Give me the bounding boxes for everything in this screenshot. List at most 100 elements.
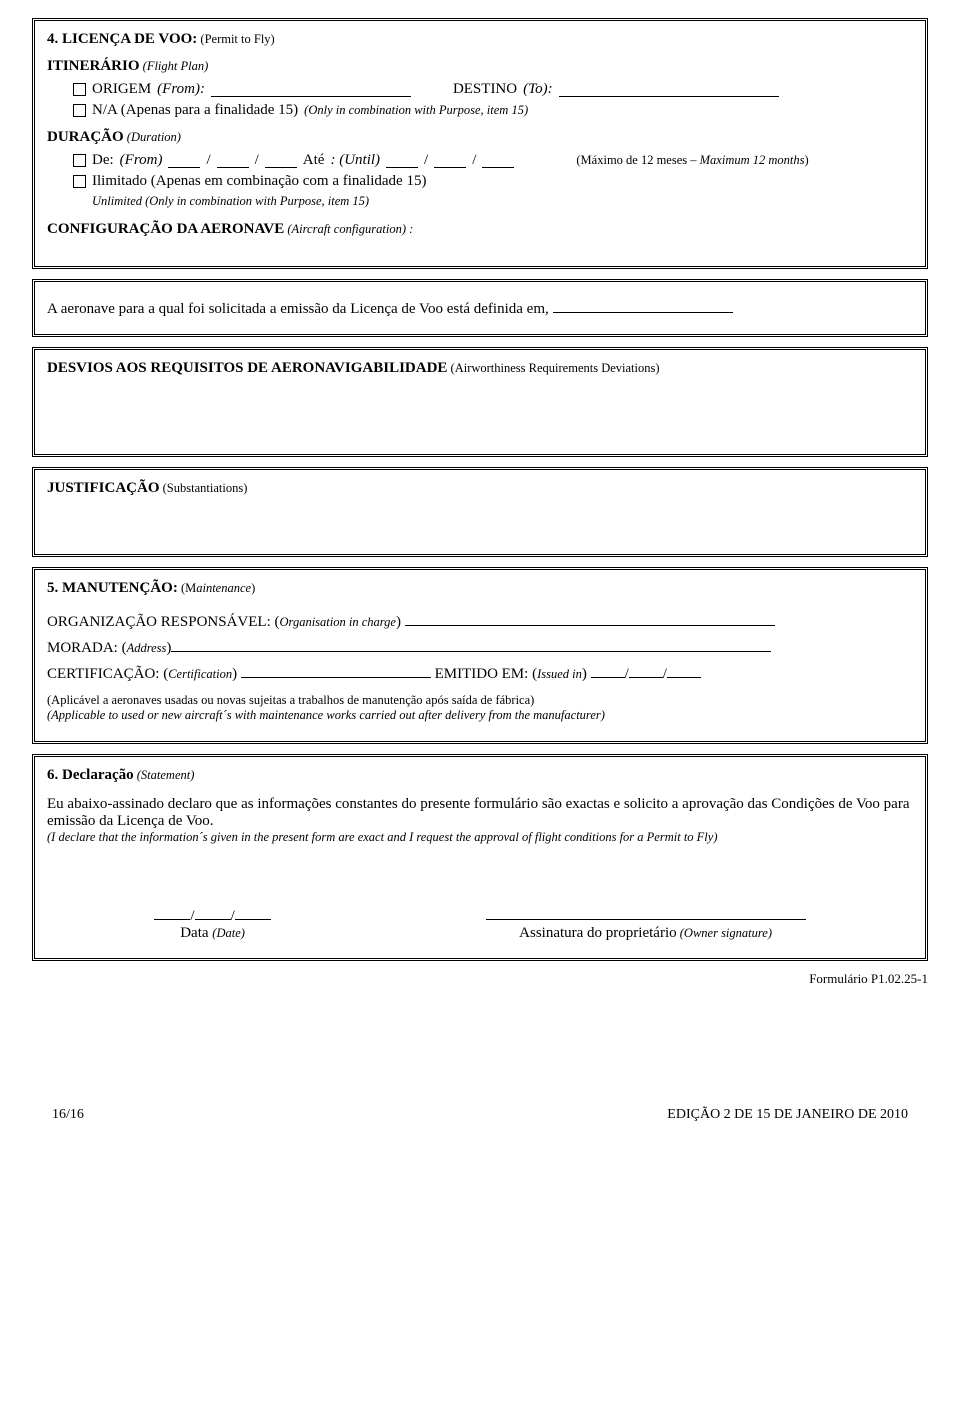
form-id: Formulário P1.02.25-1 <box>32 971 928 987</box>
just-bold: JUSTIFICAÇÃO <box>47 480 160 496</box>
aeronave-input[interactable] <box>553 298 733 313</box>
emitido-m-input[interactable] <box>629 663 663 678</box>
emitido-d-input[interactable] <box>591 663 625 678</box>
cert-close: ) <box>232 666 241 682</box>
de-it: (From) <box>120 152 163 169</box>
date-d-input[interactable] <box>154 905 190 920</box>
signature-input[interactable] <box>486 905 806 920</box>
origem-destino-row: ORIGEM (From): DESTINO (To): <box>73 81 913 98</box>
ate-it: : (Until) <box>330 152 380 169</box>
ilimitado-label: Ilimitado (Apenas em combinação com a fi… <box>92 173 426 190</box>
s6-title-bold: 6. Declaração <box>47 767 134 783</box>
assinatura-it: (Owner signature) <box>677 926 772 940</box>
assinatura-label: Assinatura do proprietário <box>519 925 676 941</box>
destino-it: (To): <box>523 81 552 98</box>
signature-col: Assinatura do proprietário (Owner signat… <box>486 905 806 942</box>
aeronave-line: A aeronave para a qual foi solicitada a … <box>47 298 913 318</box>
destino-input[interactable] <box>559 82 779 97</box>
date-m-input[interactable] <box>195 905 231 920</box>
desvios-box: DESVIOS AOS REQUISITOS DE AERONAVIGABILI… <box>32 347 928 457</box>
data-label: Data <box>180 925 212 941</box>
na-checkbox[interactable] <box>73 104 86 117</box>
morada-line: MORADA: (Address) <box>47 637 913 657</box>
spacer <box>47 238 913 256</box>
ate-y-input[interactable] <box>482 153 514 168</box>
s5-title-note: (Maintenance) <box>178 581 255 595</box>
config-bold: CONFIGURAÇÃO DA AERONAVE <box>47 221 284 237</box>
max-label: (Máximo de 12 meses – Maximum 12 months) <box>576 153 808 168</box>
s4-title-note: (Permit to Fly) <box>197 32 274 46</box>
config-heading: CONFIGURAÇÃO DA AERONAVE (Aircraft confi… <box>47 221 913 238</box>
section-4-title: 4. LICENÇA DE VOO: (Permit to Fly) <box>47 31 913 48</box>
ilimitado-row: Ilimitado (Apenas em combinação com a fi… <box>73 173 913 190</box>
s5-title: 5. MANUTENÇÃO: (Maintenance) <box>47 580 913 597</box>
morada-it: Address <box>127 641 167 655</box>
cert-line: CERTIFICAÇÃO: (Certification) EMITIDO EM… <box>47 663 913 683</box>
spacer <box>47 723 913 731</box>
config-note: (Aircraft configuration) : <box>284 222 413 236</box>
justificacao-box: JUSTIFICAÇÃO (Substantiations) <box>32 467 928 557</box>
org-input[interactable] <box>405 611 775 626</box>
emitido-close: ) <box>582 666 591 682</box>
origem-it: (From): <box>157 81 205 98</box>
s4-title-bold: 4. LICENÇA DE VOO: <box>47 31 197 47</box>
signature-row: // Data (Date) Assinatura do proprietári… <box>47 905 913 942</box>
origem-input[interactable] <box>211 82 411 97</box>
s6-title: 6. Declaração (Statement) <box>47 767 913 784</box>
de-checkbox[interactable] <box>73 154 86 167</box>
emitido-label: EMITIDO EM: ( <box>435 666 537 682</box>
s6-para-text: Eu abaixo-assinado declaro que as inform… <box>47 796 909 829</box>
na-it: (Only in combination with Purpose, item … <box>304 103 528 118</box>
de-d-input[interactable] <box>168 153 200 168</box>
cert-label: CERTIFICAÇÃO: ( <box>47 666 168 682</box>
s6-para-it: (I declare that the information´s given … <box>47 830 913 845</box>
org-it: Organisation in charge <box>280 615 396 629</box>
itinerary-note: (Flight Plan) <box>140 59 209 73</box>
morada-input[interactable] <box>171 637 771 652</box>
ate-m-input[interactable] <box>434 153 466 168</box>
cert-input[interactable] <box>241 663 431 678</box>
itinerary-bold: ITINERÁRIO <box>47 58 140 74</box>
footer-page: 16/16 <box>52 1107 84 1123</box>
aeronave-box: A aeronave para a qual foi solicitada a … <box>32 279 928 337</box>
data-it: (Date) <box>212 926 245 940</box>
emitido-y-input[interactable] <box>667 663 701 678</box>
s5-title-bold: 5. MANUTENÇÃO: <box>47 580 178 596</box>
s6-para: Eu abaixo-assinado declaro que as inform… <box>47 796 913 830</box>
date-col: // Data (Date) <box>154 905 270 942</box>
de-label: De: <box>92 152 114 169</box>
na-row: N/A (Apenas para a finalidade 15) (Only … <box>73 102 913 119</box>
origem-checkbox[interactable] <box>73 83 86 96</box>
org-label: ORGANIZAÇÃO RESPONSÁVEL: ( <box>47 614 280 630</box>
desvios-title: DESVIOS AOS REQUISITOS DE AERONAVIGABILI… <box>47 360 913 377</box>
just-title: JUSTIFICAÇÃO (Substantiations) <box>47 480 913 497</box>
morada-label: MORADA: ( <box>47 640 127 656</box>
aeronave-text: A aeronave para a qual foi solicitada a … <box>47 301 553 317</box>
footer-edition: EDIÇÃO 2 DE 15 DE JANEIRO DE 2010 <box>667 1107 908 1123</box>
duracao-heading: DURAÇÃO (Duration) <box>47 129 913 146</box>
org-close: ) <box>396 614 405 630</box>
duracao-bold: DURAÇÃO <box>47 129 124 145</box>
section-4-licenca: 4. LICENÇA DE VOO: (Permit to Fly) ITINE… <box>32 18 928 269</box>
applic2: (Applicable to used or new aircraft´s wi… <box>47 708 913 723</box>
cert-it: Certification <box>168 667 232 681</box>
emitido-it: Issued in <box>537 667 582 681</box>
max-close: ) <box>805 153 809 167</box>
ilimitado-it: Unlimited (Only in combination with Purp… <box>92 194 913 209</box>
date-y-input[interactable] <box>235 905 271 920</box>
ilimitado-checkbox[interactable] <box>73 175 86 188</box>
spacer <box>47 942 913 948</box>
applic1: (Aplicável a aeronaves usadas ou novas s… <box>47 693 913 708</box>
de-ate-row: De: (From) // Até: (Until) // (Máximo de… <box>73 152 913 169</box>
s6-title-note: (Statement) <box>134 768 195 782</box>
desvios-bold: DESVIOS AOS REQUISITOS DE AERONAVIGABILI… <box>47 360 447 376</box>
ate-d-input[interactable] <box>386 153 418 168</box>
itinerary-heading: ITINERÁRIO (Flight Plan) <box>47 58 913 75</box>
origem-label: ORIGEM <box>92 81 151 98</box>
de-m-input[interactable] <box>217 153 249 168</box>
section-6-declaracao: 6. Declaração (Statement) Eu abaixo-assi… <box>32 754 928 961</box>
de-y-input[interactable] <box>265 153 297 168</box>
na-label: N/A (Apenas para a finalidade 15) <box>92 102 298 119</box>
max-text: (Máximo de 12 meses – <box>576 153 699 167</box>
desvios-note: (Airworthiness Requirements Deviations) <box>447 361 659 375</box>
